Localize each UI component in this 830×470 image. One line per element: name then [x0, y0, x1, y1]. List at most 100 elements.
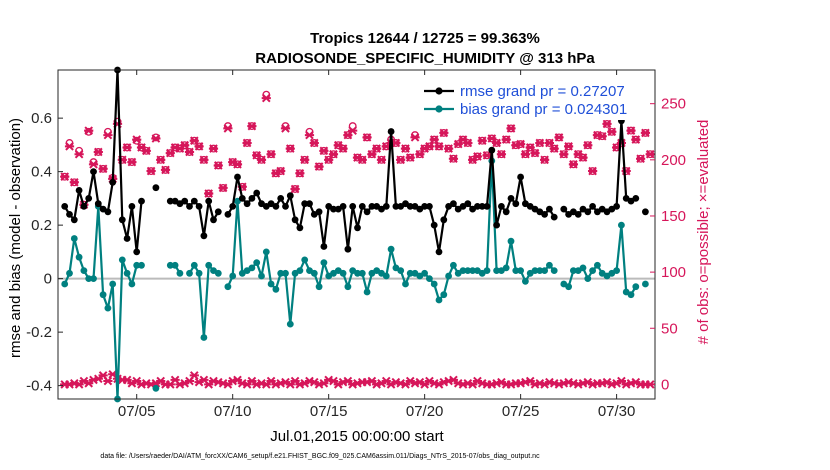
bias-point [536, 267, 544, 274]
bias-point [387, 245, 395, 253]
rmse-point [440, 216, 448, 224]
obs-evaluated-point [492, 138, 502, 148]
rmse-point [320, 243, 328, 250]
obs-evaluated-point [434, 142, 444, 151]
bias-point [579, 264, 587, 272]
bias-point [531, 267, 539, 274]
obs-evaluated-point [444, 144, 454, 153]
bias-point [277, 269, 285, 277]
bias-point [286, 320, 294, 328]
obs-evaluated-point [636, 154, 646, 164]
obs-evaluated-point [530, 148, 540, 158]
rmse-point [493, 221, 500, 229]
bias-point [382, 272, 390, 280]
legend-rmse-label: rmse grand pr = 0.27207 [460, 83, 625, 100]
rmse-point [66, 211, 73, 218]
obs-evaluated-point [357, 155, 367, 165]
obs-evaluated-point [516, 139, 526, 149]
obs-evaluated-point [429, 135, 439, 144]
data-file-footnote: data file: /Users/raeder/DAI/ATM_forcXX/… [100, 453, 540, 460]
rmse-point [301, 200, 309, 208]
bias-point [469, 267, 476, 274]
x-axis-label: Jul.01,2015 00:00:00 start [270, 428, 444, 445]
bias-point [512, 267, 520, 274]
obs-evaluated-point [328, 149, 339, 159]
bias-point [550, 267, 558, 274]
bias-point [272, 285, 280, 293]
rmse-point [339, 203, 347, 210]
rmse-point [550, 213, 558, 221]
obs-evaluated-point [64, 142, 75, 151]
bias-point [85, 275, 93, 282]
y-axis-left-label: rmse and bias (model - observation) [7, 118, 24, 358]
legend-bias-label: bias grand pr = 0.024301 [460, 101, 627, 118]
bias-point [80, 267, 88, 274]
obs-evaluated-point [319, 146, 329, 156]
rmse-point [498, 203, 505, 210]
bias-point [632, 283, 640, 291]
rmse-point [214, 208, 222, 216]
bias-point [171, 261, 179, 269]
obs-evaluated-point [559, 149, 569, 159]
bias-point [445, 272, 452, 280]
bias-point [459, 267, 467, 274]
x-tick-label: 07/05 [118, 403, 156, 420]
bias-point [493, 267, 500, 274]
bias-point [310, 269, 318, 277]
obs-evaluated-point [180, 140, 190, 150]
obs-evaluated-point [554, 133, 564, 142]
rmse-point [286, 192, 294, 200]
rmse-point [478, 203, 486, 210]
bias-point [229, 272, 237, 280]
rmse-point [80, 203, 88, 210]
rmse-point [234, 173, 241, 181]
rmse-point [392, 203, 400, 210]
rmse-point [488, 146, 496, 154]
y-right-tick-label: 0 [661, 376, 669, 393]
obs-evaluated-point [396, 155, 406, 165]
rmse-point [387, 128, 395, 135]
rmse-point [435, 248, 443, 256]
obs-evaluated-point [463, 138, 473, 148]
obs-evaluated-point [295, 168, 305, 178]
legend-rmse-marker [435, 87, 443, 95]
bias-point [99, 291, 107, 299]
obs-evaluated-point [93, 147, 103, 157]
rmse-point [354, 224, 361, 232]
rmse-point [200, 232, 208, 240]
obs-evaluated-point [204, 189, 214, 198]
obs-evaluated-point [520, 149, 531, 159]
obs-evaluated-point [74, 149, 84, 159]
obs-evaluated-point [127, 157, 137, 167]
series-rmse [61, 66, 649, 256]
y-left-tick-label: 0 [44, 271, 52, 288]
rmse-point [642, 208, 649, 216]
obs-evaluated-point [597, 131, 607, 141]
y-axis-right-ticks: 0 50 100 150 200 250 [650, 96, 686, 393]
rmse-point [138, 197, 145, 205]
bias-point [320, 259, 328, 266]
bias-point [104, 304, 112, 312]
rmse-point [229, 203, 237, 210]
obs-evaluated-point [424, 142, 435, 151]
obs-evaluated-point [199, 155, 209, 165]
rmse-point [546, 205, 553, 213]
bias-point [315, 283, 323, 291]
obs-near-zero-point [103, 376, 113, 386]
rmse-point [584, 208, 592, 216]
bias-point [70, 235, 78, 242]
rmse-point [430, 221, 438, 229]
bias-point [282, 269, 289, 277]
bias-point [421, 269, 428, 277]
rmse-point [560, 205, 568, 213]
bias-point [589, 267, 596, 274]
rmse-point [85, 195, 93, 202]
obs-evaluated-point [607, 127, 617, 137]
rmse-point [90, 168, 97, 176]
bias-point [450, 261, 457, 269]
rmse-point [104, 208, 112, 216]
obs-evaluated-point [84, 126, 94, 135]
obs-evaluated-point [266, 149, 276, 159]
bias-point [358, 269, 366, 277]
